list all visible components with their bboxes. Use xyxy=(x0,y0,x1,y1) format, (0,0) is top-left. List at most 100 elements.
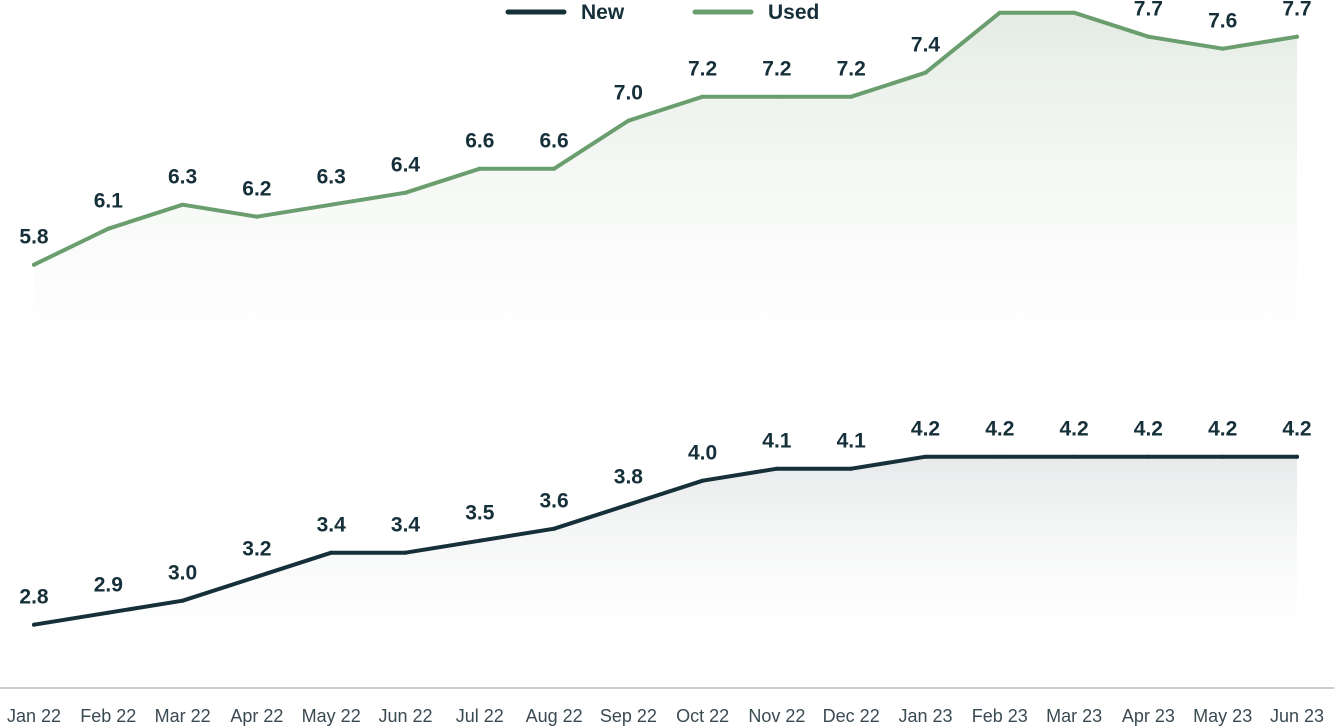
new-data-label: 4.2 xyxy=(1208,418,1237,441)
x-tick-label: Mar 22 xyxy=(155,706,211,726)
used-data-label: 7.2 xyxy=(762,58,791,81)
new-point-may-22 xyxy=(329,550,334,555)
x-tick-label: Aug 22 xyxy=(526,706,583,726)
new-point-aug-22 xyxy=(552,526,557,531)
new-point-apr-22 xyxy=(254,574,259,579)
new-point-mar-23 xyxy=(1072,454,1077,459)
series-lines xyxy=(32,10,1299,627)
new-data-label: 4.2 xyxy=(1134,418,1163,441)
used-data-label: 6.4 xyxy=(391,154,421,177)
used-data-label: 6.6 xyxy=(465,130,494,153)
used-point-jun-22 xyxy=(403,190,408,195)
used-data-label: 6.2 xyxy=(242,178,271,201)
used-point-sep-22 xyxy=(626,118,631,123)
new-series-line xyxy=(32,454,1299,627)
x-axis-ticks: Jan 22 Feb 22 Mar 22 Apr 22 May 22 Jun 22 Jul … xyxy=(7,706,1324,726)
x-tick-label: Oct 22 xyxy=(676,706,729,726)
x-tick-label: Apr 23 xyxy=(1122,706,1175,726)
used-point-mar-22 xyxy=(180,202,185,207)
series-areas xyxy=(34,12,1297,672)
used-point-apr-23 xyxy=(1146,34,1151,39)
new-data-label: 4.2 xyxy=(1282,418,1311,441)
legend-label-used: Used xyxy=(768,1,819,24)
used-data-label: 5.8 xyxy=(19,226,49,249)
new-point-feb-23 xyxy=(997,454,1002,459)
x-tick-label: Feb 23 xyxy=(972,706,1028,726)
used-point-jun-23 xyxy=(1295,34,1299,39)
used-data-label: 7.7 xyxy=(1282,0,1311,21)
used-data-label: 6.3 xyxy=(168,166,197,189)
new-data-label: 2.9 xyxy=(94,574,123,597)
x-tick-label: May 23 xyxy=(1193,706,1252,726)
x-tick-label: Dec 22 xyxy=(823,706,880,726)
x-tick-label: Jan 22 xyxy=(7,706,61,726)
new-data-label: 4.2 xyxy=(911,418,940,441)
used-data-label: 7.0 xyxy=(614,82,643,105)
used-point-jan-23 xyxy=(923,70,928,75)
legend-label-new: New xyxy=(581,1,625,24)
x-tick-label: May 22 xyxy=(302,706,361,726)
used-point-feb-22 xyxy=(106,226,111,231)
used-data-label: 7.2 xyxy=(837,58,866,81)
new-data-label: 3.4 xyxy=(391,514,421,537)
used-point-may-23 xyxy=(1220,46,1225,51)
used-data-label: 7.4 xyxy=(911,34,941,57)
new-data-label: 4.2 xyxy=(985,418,1014,441)
new-point-jan-23 xyxy=(923,454,928,459)
new-data-label: 4.0 xyxy=(688,442,717,465)
x-tick-label: Jan 23 xyxy=(898,706,952,726)
x-tick-label: Mar 23 xyxy=(1046,706,1102,726)
x-tick-label: Apr 22 xyxy=(230,706,283,726)
new-point-dec-22 xyxy=(849,466,854,471)
new-data-label: 3.0 xyxy=(168,562,197,585)
legend: New Used xyxy=(505,1,819,24)
new-point-jun-23 xyxy=(1295,454,1299,459)
data-labels: 2.8 2.9 3.0 3.2 3.4 3.4 3.5 3.6 3.8 4.0 4.1 4.1 4.2 4… xyxy=(19,0,1311,609)
x-tick-label: Nov 22 xyxy=(748,706,805,726)
new-point-apr-23 xyxy=(1146,454,1151,459)
used-series-area xyxy=(34,12,1297,430)
used-point-apr-22 xyxy=(254,214,259,219)
used-point-jan-22 xyxy=(32,262,36,267)
used-data-label: 7.2 xyxy=(688,58,717,81)
x-tick-label: Jul 22 xyxy=(456,706,504,726)
used-point-feb-23 xyxy=(997,10,1002,15)
used-data-label: 7.6 xyxy=(1208,10,1237,33)
new-point-jan-22 xyxy=(32,622,36,627)
new-data-label: 4.1 xyxy=(837,430,867,453)
x-tick-label: Sep 22 xyxy=(600,706,657,726)
new-data-label: 3.5 xyxy=(465,502,495,525)
new-point-feb-22 xyxy=(106,610,111,615)
new-point-nov-22 xyxy=(774,466,779,471)
new-data-label: 4.2 xyxy=(1059,418,1088,441)
new-point-jul-22 xyxy=(477,538,482,543)
used-point-oct-22 xyxy=(700,94,705,99)
new-data-label: 3.2 xyxy=(242,538,271,561)
used-data-label: 7.7 xyxy=(1134,0,1163,21)
used-series-line xyxy=(32,10,1299,267)
used-data-label: 6.1 xyxy=(94,190,124,213)
used-point-dec-22 xyxy=(849,94,854,99)
used-point-aug-22 xyxy=(552,166,557,171)
new-point-may-23 xyxy=(1220,454,1225,459)
new-data-label: 3.6 xyxy=(539,490,568,513)
new-data-label: 3.8 xyxy=(614,466,644,489)
x-tick-label: Feb 22 xyxy=(80,706,136,726)
new-point-sep-22 xyxy=(626,502,631,507)
used-point-nov-22 xyxy=(774,94,779,99)
new-point-oct-22 xyxy=(700,478,705,483)
new-data-label: 3.4 xyxy=(317,514,347,537)
new-series-area xyxy=(34,456,1297,672)
x-tick-label: Jun 22 xyxy=(378,706,432,726)
new-point-jun-22 xyxy=(403,550,408,555)
new-point-mar-22 xyxy=(180,598,185,603)
x-tick-label: Jun 23 xyxy=(1270,706,1324,726)
used-data-label: 6.6 xyxy=(539,130,568,153)
new-data-label: 2.8 xyxy=(19,586,49,609)
used-point-jul-22 xyxy=(477,166,482,171)
used-point-may-22 xyxy=(329,202,334,207)
used-point-mar-23 xyxy=(1072,10,1077,15)
used-data-label: 6.3 xyxy=(317,166,346,189)
new-data-label: 4.1 xyxy=(762,430,792,453)
